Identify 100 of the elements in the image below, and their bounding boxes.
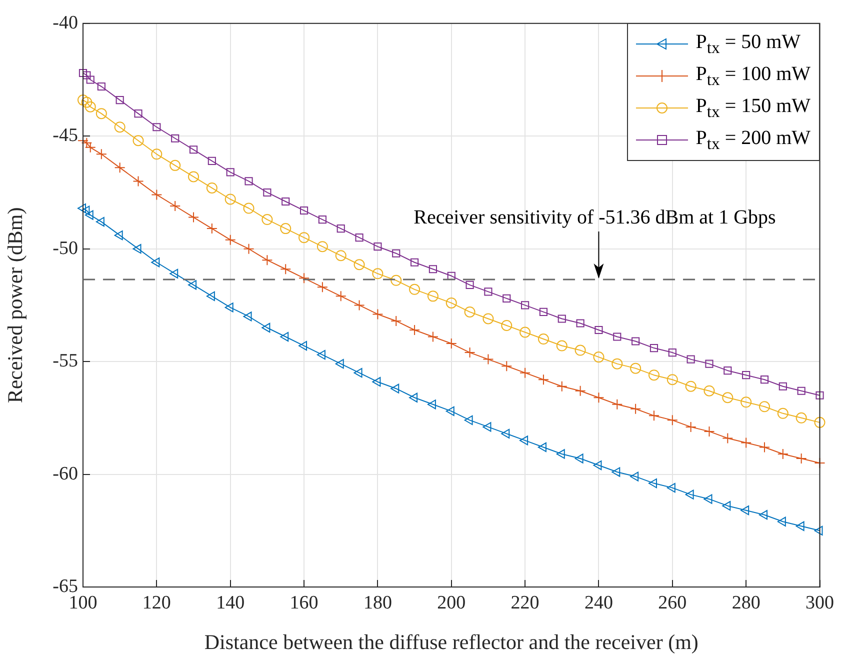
point — [96, 148, 107, 160]
point — [374, 242, 382, 251]
y-tick-label: -40 — [52, 12, 78, 34]
x-tick-label: 280 — [732, 592, 760, 614]
point — [316, 282, 328, 293]
point — [134, 110, 142, 118]
point — [778, 382, 787, 390]
point — [78, 203, 86, 214]
point — [796, 453, 807, 464]
point — [777, 516, 786, 526]
point — [594, 326, 603, 334]
point — [722, 432, 734, 444]
point — [574, 344, 586, 356]
y-tick-label: -50 — [52, 238, 78, 259]
point — [82, 71, 91, 80]
point — [632, 337, 640, 346]
point — [224, 234, 236, 246]
point — [648, 410, 660, 422]
point — [464, 415, 473, 426]
point — [316, 350, 326, 360]
point — [502, 294, 511, 302]
point — [501, 428, 510, 439]
y-tick-label: -60 — [52, 463, 78, 484]
point — [814, 416, 826, 428]
point — [758, 401, 770, 412]
point — [280, 332, 289, 342]
point — [593, 352, 604, 363]
point — [520, 367, 531, 378]
x-tick-label: 200 — [437, 592, 466, 614]
point — [189, 146, 198, 154]
point — [685, 490, 694, 500]
point — [390, 274, 402, 286]
point — [704, 426, 715, 437]
point — [758, 510, 768, 520]
point — [300, 206, 308, 215]
point — [280, 264, 292, 275]
point — [262, 322, 270, 333]
point — [704, 385, 715, 396]
point — [170, 268, 178, 278]
point — [335, 250, 346, 262]
point — [206, 223, 218, 234]
point — [151, 148, 162, 160]
point — [114, 162, 126, 174]
point — [81, 96, 92, 108]
point — [705, 360, 714, 368]
point — [593, 392, 604, 404]
point — [612, 358, 623, 370]
point — [298, 340, 308, 351]
point — [409, 284, 420, 295]
point — [354, 300, 365, 311]
point — [206, 291, 215, 302]
point — [538, 334, 549, 345]
point — [243, 243, 254, 254]
point — [520, 436, 528, 446]
point — [482, 313, 494, 324]
point — [428, 265, 437, 274]
point — [188, 280, 197, 290]
point — [740, 437, 752, 448]
point — [668, 348, 676, 357]
point — [576, 319, 584, 328]
point — [666, 482, 676, 493]
x-axis-title: Distance between the diffuse reflector and the receiver (m) — [204, 630, 698, 654]
point — [409, 392, 418, 402]
point — [243, 312, 252, 322]
x-tick-label: 120 — [142, 592, 171, 614]
point — [224, 194, 236, 205]
point — [78, 68, 88, 78]
point — [262, 254, 273, 266]
point — [282, 197, 290, 206]
point — [724, 366, 732, 375]
x-tick-label: 160 — [290, 592, 318, 614]
point — [630, 403, 642, 414]
point — [96, 216, 104, 227]
legend-label: P$_{tx}$ = 50 mW — [696, 30, 801, 58]
point — [593, 460, 602, 470]
point — [390, 315, 402, 326]
x-tick-label: 220 — [510, 592, 540, 614]
point — [446, 297, 457, 308]
point — [650, 344, 658, 352]
y-axis-title: Received power (dBm) — [3, 207, 28, 404]
point — [392, 249, 400, 258]
point — [244, 177, 253, 186]
point — [796, 521, 804, 531]
legend-label: P$_{tx}$ = 100 mW — [696, 62, 811, 90]
point — [464, 347, 476, 358]
point — [390, 384, 400, 394]
point — [666, 414, 678, 426]
point — [335, 358, 344, 369]
point — [280, 223, 292, 234]
point — [151, 258, 160, 268]
point — [758, 442, 770, 453]
point — [78, 94, 88, 106]
point — [648, 478, 657, 488]
point — [316, 241, 328, 252]
point — [446, 338, 457, 350]
point — [410, 258, 419, 266]
x-tick-label: 300 — [806, 592, 834, 614]
x-tick-label: 260 — [658, 592, 687, 614]
point — [740, 506, 750, 516]
point — [556, 380, 568, 392]
